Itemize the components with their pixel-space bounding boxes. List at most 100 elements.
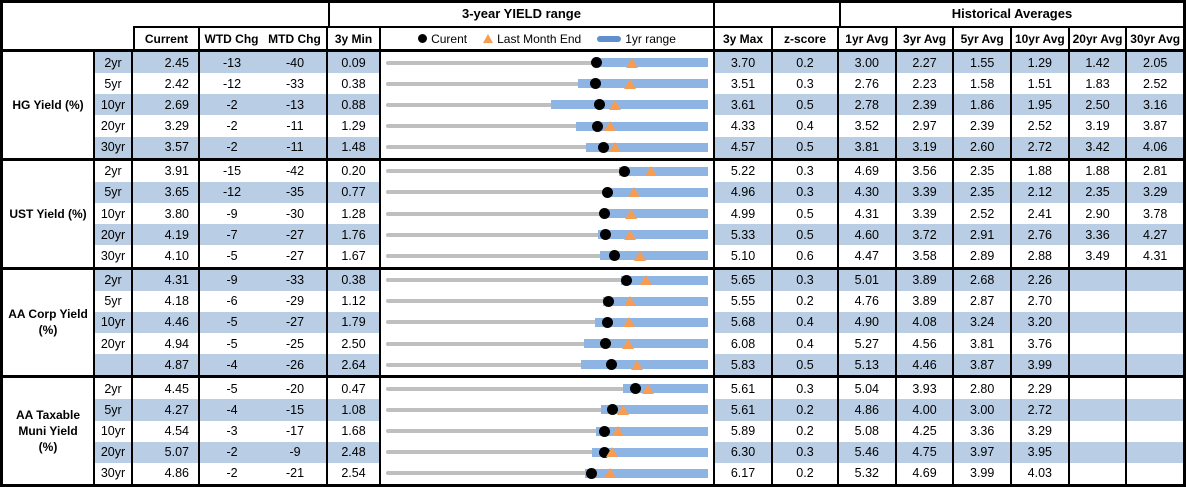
cell-3y-max: 6.08 bbox=[715, 332, 773, 355]
range-bar-icon bbox=[597, 35, 622, 42]
current-dot bbox=[607, 404, 619, 416]
full-range-track bbox=[386, 81, 708, 86]
last-month-end-triangle bbox=[623, 78, 636, 89]
full-range-track bbox=[386, 102, 708, 107]
cell-10yr-avg: 3.76 bbox=[1012, 332, 1070, 355]
yield-row: 30yr 4.10 -5 -27 1.67 5.10 0.6 4.47 3.58 2.89 2.88… bbox=[95, 245, 1183, 267]
cell-3y-max: 4.99 bbox=[715, 203, 773, 225]
cell-wtd-chg: -5 bbox=[226, 336, 238, 351]
cell-10yr-avg: 2.52 bbox=[1012, 115, 1070, 137]
cell-wtd-chg: -7 bbox=[200, 224, 264, 246]
cell-1yr-avg: 4.86 bbox=[839, 399, 897, 421]
cell-20yr-avg: 1.42 bbox=[1069, 52, 1128, 74]
group-section: AA Corp Yield (%) 2yr 4.31 -9 -33 0.38 5.65 0.3… bbox=[3, 266, 1184, 376]
cell-current: 4.45 bbox=[133, 378, 200, 400]
cell-3yr-avg: 4.46 bbox=[896, 354, 955, 376]
col-header-wtd-mtd: WTD Chg MTD Chg bbox=[200, 26, 328, 49]
cell-3y-min: 1.67 bbox=[328, 245, 381, 267]
cell-1yr-avg: 4.90 bbox=[839, 311, 897, 333]
cell-mtd-chg: -42 bbox=[264, 160, 328, 182]
range-chart-cell bbox=[381, 311, 715, 333]
cell-5yr-avg: 2.80 bbox=[954, 378, 1013, 400]
cell-20yr-avg: 2.50 bbox=[1069, 94, 1128, 116]
cell-3yr-avg: 3.89 bbox=[896, 269, 955, 291]
current-dot bbox=[600, 338, 611, 350]
range-chart-cell bbox=[381, 441, 715, 463]
cell-z-score: 0.2 bbox=[773, 399, 839, 421]
cell-current: 4.46 bbox=[133, 311, 200, 333]
one-year-range-bar bbox=[594, 317, 708, 327]
cell-z-score: 0.2 bbox=[773, 52, 839, 74]
cell-1yr-avg: 5.08 bbox=[839, 420, 897, 442]
cell-1yr-avg: 2.78 bbox=[839, 94, 897, 116]
cell-20yr-avg bbox=[1070, 290, 1128, 312]
current-dot bbox=[594, 99, 605, 111]
cell-10yr-avg: 2.72 bbox=[1012, 399, 1070, 421]
cell-1yr-avg: 3.00 bbox=[839, 52, 897, 74]
cell-5yr-avg: 2.52 bbox=[954, 203, 1013, 225]
yield-row: 2yr 3.91 -15 -42 0.20 5.22 0.3 4.69 3.56 2.35 1.88… bbox=[95, 160, 1183, 182]
cell-mtd-chg: -29 bbox=[264, 290, 328, 312]
last-month-end-triangle bbox=[624, 208, 637, 219]
cell-5yr-avg: 3.36 bbox=[954, 420, 1013, 442]
last-month-end-triangle bbox=[608, 99, 621, 110]
group-section: AA Taxable Muni Yield (%) 2yr 4.45 -5 -20 0.4… bbox=[3, 375, 1184, 485]
cell-3yr-avg: 4.25 bbox=[897, 420, 955, 442]
group-label: AA Taxable Muni Yield (%) bbox=[3, 378, 95, 484]
cell-30yr-avg: 4.06 bbox=[1127, 136, 1184, 158]
col-header-3y-max: 3y Max bbox=[715, 26, 773, 49]
cell-current: 4.18 bbox=[133, 290, 200, 312]
cell-30yr-avg: 3.29 bbox=[1127, 181, 1184, 204]
cell-3y-min: 1.28 bbox=[328, 203, 381, 225]
cell-3y-max: 6.30 bbox=[715, 441, 773, 463]
cell-tenor: 20yr bbox=[95, 115, 133, 137]
cell-tenor: 2yr bbox=[95, 160, 133, 182]
full-range-track bbox=[386, 211, 708, 216]
range-chart-cell bbox=[381, 332, 715, 355]
col-header-3yr-avg: 3yr Avg bbox=[896, 26, 955, 49]
full-range-track bbox=[386, 232, 708, 237]
cell-mtd-chg: -25 bbox=[264, 332, 328, 355]
cell-wtd-chg: -6 bbox=[226, 294, 238, 309]
one-year-range-bar bbox=[618, 166, 708, 176]
one-year-range-bar bbox=[578, 79, 708, 89]
last-month-end-triangle-icon bbox=[483, 34, 494, 43]
cell-5yr-avg: 3.24 bbox=[954, 311, 1013, 333]
col-header-wtd-chg: WTD Chg bbox=[204, 31, 259, 46]
cell-3y-min: 1.48 bbox=[328, 136, 381, 158]
cell-3y-min: 1.08 bbox=[328, 399, 381, 421]
cell-10yr-avg: 1.88 bbox=[1012, 160, 1070, 182]
cell-z-score: 0.4 bbox=[773, 115, 839, 137]
cell-current: 2.45 bbox=[133, 52, 200, 74]
current-dot bbox=[608, 250, 620, 262]
full-range-track bbox=[386, 471, 708, 476]
cell-mtd-chg: -35 bbox=[264, 181, 328, 204]
cell-10yr-avg: 3.95 bbox=[1012, 441, 1070, 463]
last-month-end-triangle bbox=[604, 468, 617, 479]
legend-last-month-end-label: Last Month End bbox=[497, 31, 582, 46]
cell-z-score: 0.5 bbox=[773, 94, 839, 116]
cell-3y-min: 2.64 bbox=[328, 354, 381, 376]
cell-3y-max: 5.83 bbox=[715, 354, 773, 376]
cell-30yr-avg bbox=[1127, 269, 1184, 291]
full-range-track bbox=[386, 253, 708, 258]
range-chart-cell bbox=[381, 73, 715, 95]
cell-3y-min: 0.47 bbox=[328, 378, 381, 400]
cell-tenor: 20yr bbox=[95, 441, 133, 463]
col-header-current: Current bbox=[133, 26, 200, 49]
one-year-range-bar bbox=[598, 230, 708, 240]
cell-z-score: 0.3 bbox=[773, 181, 839, 204]
cell-3y-max: 4.33 bbox=[715, 115, 773, 137]
header-blank-mid bbox=[715, 3, 839, 26]
cell-3y-max: 5.55 bbox=[715, 290, 773, 312]
cell-wtd-chg: -2 bbox=[226, 466, 238, 481]
range-chart-cell bbox=[381, 94, 715, 116]
full-range-track bbox=[386, 278, 708, 283]
cell-20yr-avg: 3.49 bbox=[1070, 245, 1128, 267]
cell-mtd-chg: -27 bbox=[264, 311, 328, 333]
cell-3y-max: 5.68 bbox=[715, 311, 773, 333]
range-chart-cell bbox=[381, 290, 715, 312]
cell-20yr-avg bbox=[1069, 311, 1128, 333]
range-chart-cell bbox=[381, 399, 715, 421]
cell-5yr-avg: 3.97 bbox=[954, 441, 1013, 463]
